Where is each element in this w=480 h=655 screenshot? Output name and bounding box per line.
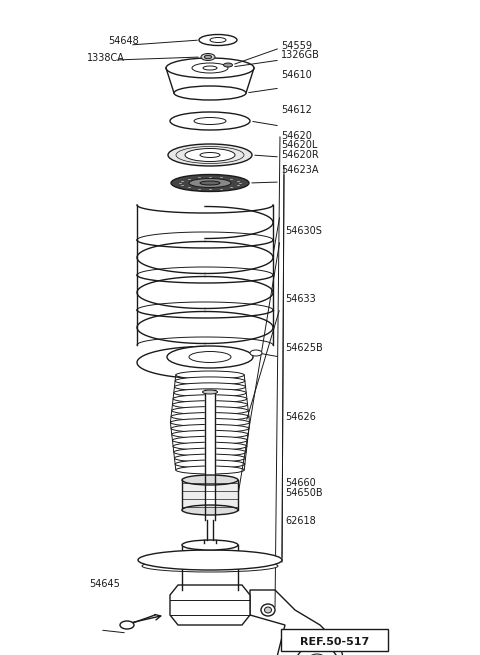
- Ellipse shape: [170, 112, 250, 130]
- Text: 1326GB: 1326GB: [281, 50, 320, 60]
- Text: 54559: 54559: [281, 41, 312, 51]
- Ellipse shape: [171, 413, 249, 421]
- Ellipse shape: [261, 604, 275, 616]
- Ellipse shape: [203, 390, 217, 394]
- Ellipse shape: [200, 153, 220, 157]
- Ellipse shape: [172, 430, 248, 438]
- Ellipse shape: [200, 181, 220, 185]
- Ellipse shape: [182, 505, 238, 515]
- Ellipse shape: [172, 436, 248, 444]
- Ellipse shape: [166, 58, 254, 78]
- Ellipse shape: [194, 117, 226, 124]
- Ellipse shape: [250, 350, 262, 356]
- Ellipse shape: [201, 54, 215, 60]
- Ellipse shape: [175, 460, 245, 468]
- FancyBboxPatch shape: [281, 629, 388, 651]
- Ellipse shape: [185, 149, 235, 162]
- Ellipse shape: [189, 352, 231, 362]
- Ellipse shape: [174, 454, 246, 462]
- Ellipse shape: [295, 645, 339, 655]
- Ellipse shape: [173, 442, 247, 450]
- Ellipse shape: [192, 63, 228, 73]
- Text: 54620L: 54620L: [281, 140, 317, 151]
- Ellipse shape: [189, 179, 231, 187]
- Ellipse shape: [171, 174, 249, 191]
- Ellipse shape: [174, 389, 246, 397]
- Ellipse shape: [172, 401, 248, 409]
- Text: 54645: 54645: [89, 579, 120, 590]
- Ellipse shape: [204, 55, 212, 59]
- Ellipse shape: [174, 383, 246, 391]
- Ellipse shape: [210, 37, 226, 43]
- Text: 54620: 54620: [281, 131, 312, 141]
- Ellipse shape: [142, 560, 278, 572]
- Ellipse shape: [120, 621, 134, 629]
- Text: 54633: 54633: [286, 294, 316, 305]
- Ellipse shape: [171, 424, 249, 432]
- Text: 62618: 62618: [286, 516, 316, 527]
- Text: 54630S: 54630S: [286, 226, 323, 236]
- Text: 54612: 54612: [281, 105, 312, 115]
- Ellipse shape: [168, 144, 252, 166]
- Text: 54648: 54648: [108, 35, 139, 46]
- Ellipse shape: [172, 407, 248, 415]
- Ellipse shape: [264, 607, 272, 613]
- Text: REF.50-517: REF.50-517: [300, 637, 369, 647]
- Ellipse shape: [305, 654, 329, 655]
- Text: 54650B: 54650B: [286, 487, 323, 498]
- Text: 1338CA: 1338CA: [87, 52, 125, 63]
- Polygon shape: [170, 585, 250, 625]
- Text: 54620R: 54620R: [281, 149, 319, 160]
- Ellipse shape: [167, 346, 253, 368]
- Text: 54660: 54660: [286, 478, 316, 489]
- Text: 54610: 54610: [281, 70, 312, 81]
- Ellipse shape: [176, 371, 244, 379]
- Text: 54626: 54626: [286, 412, 316, 422]
- Ellipse shape: [199, 35, 237, 45]
- Ellipse shape: [170, 419, 250, 426]
- Ellipse shape: [224, 63, 232, 67]
- Ellipse shape: [182, 540, 238, 550]
- Ellipse shape: [182, 475, 238, 485]
- Text: 54623A: 54623A: [281, 165, 318, 176]
- Ellipse shape: [175, 377, 245, 385]
- Ellipse shape: [203, 66, 217, 70]
- Ellipse shape: [173, 395, 247, 403]
- Ellipse shape: [176, 466, 244, 474]
- Ellipse shape: [174, 86, 246, 100]
- Ellipse shape: [138, 550, 282, 570]
- Polygon shape: [250, 590, 345, 655]
- Text: 54625B: 54625B: [286, 343, 324, 354]
- Ellipse shape: [174, 448, 246, 456]
